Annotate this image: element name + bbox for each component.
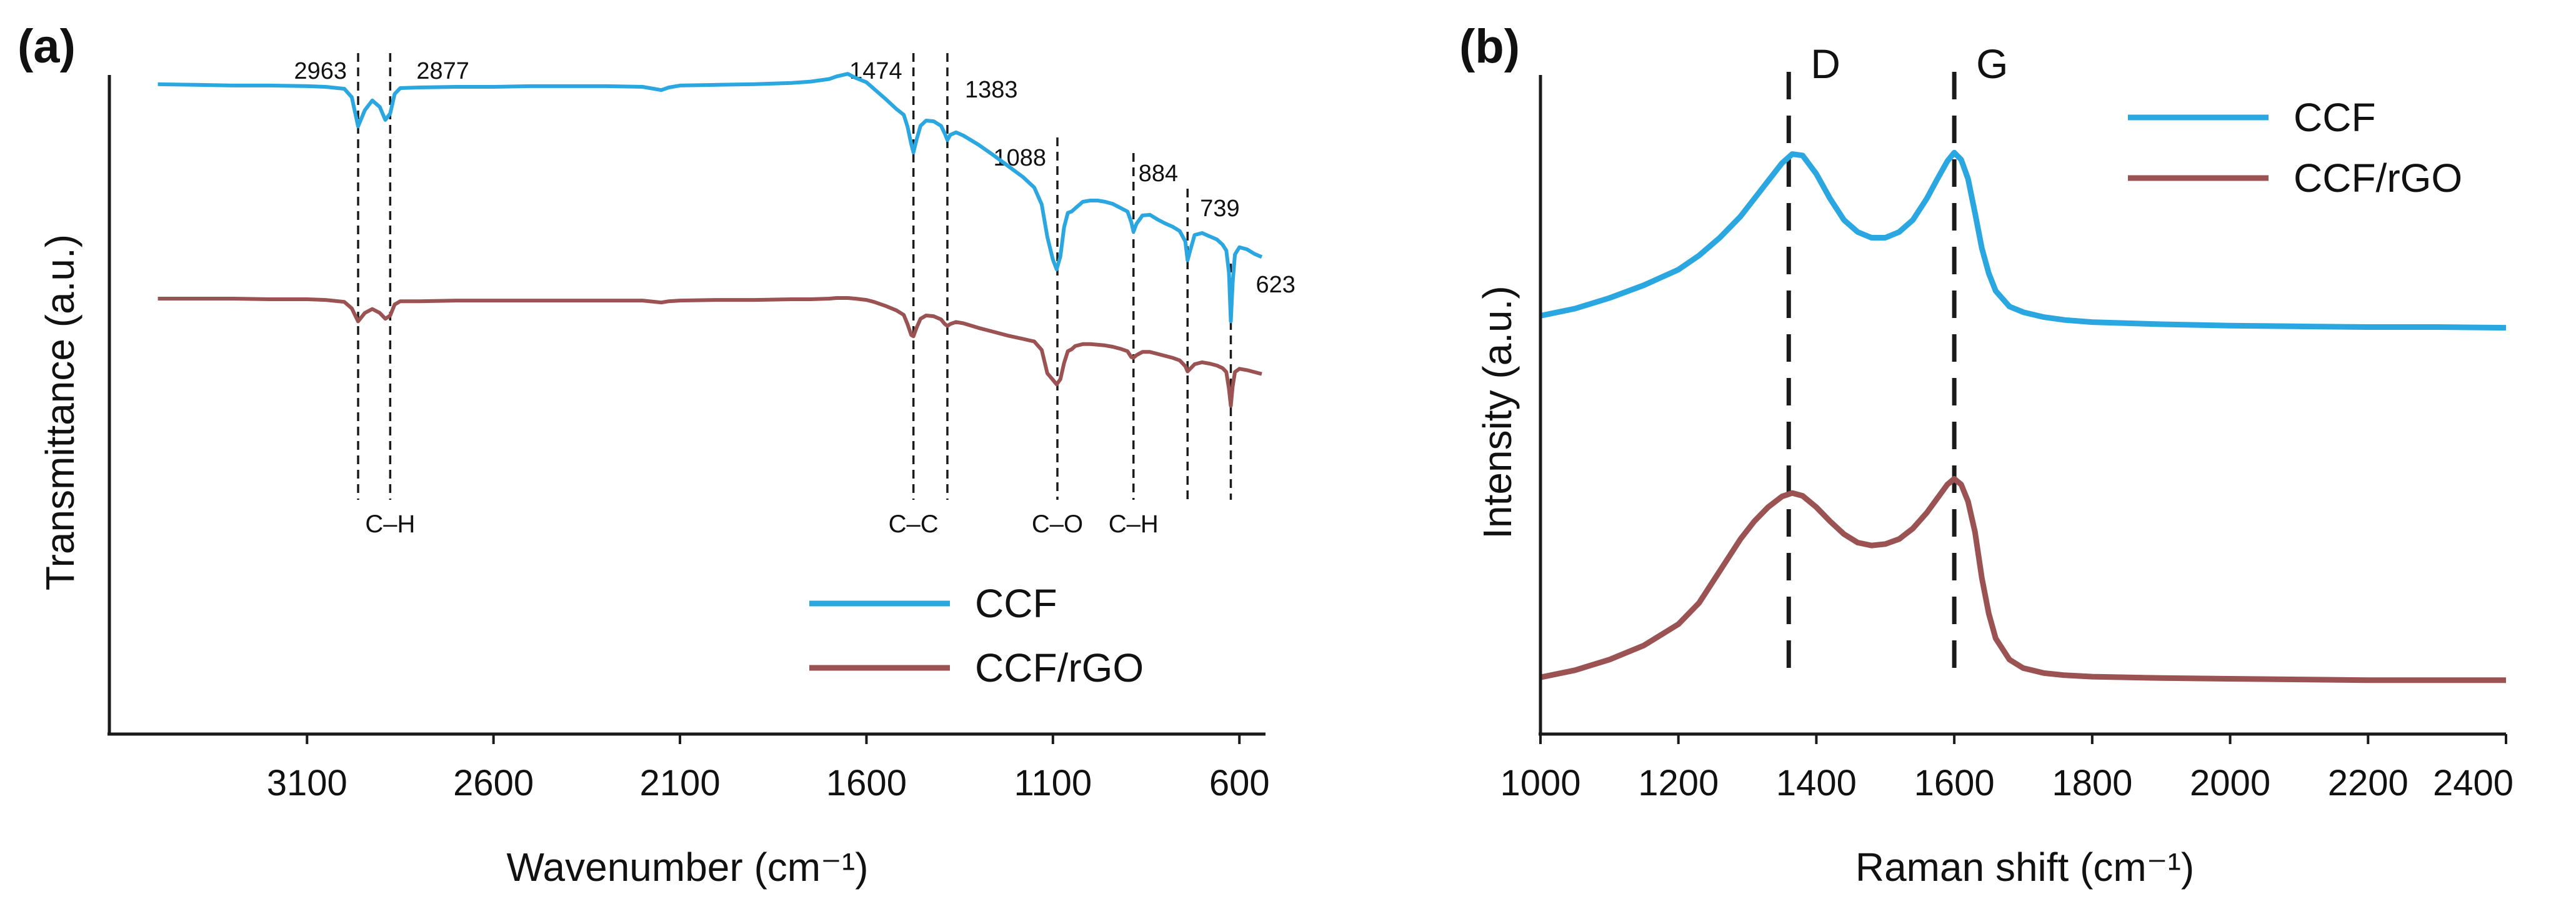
peak-label-884: 884 bbox=[1139, 161, 1178, 187]
panel-a-legend: CCF CCF/rGO bbox=[809, 581, 1144, 690]
peak-label-2963: 2963 bbox=[294, 58, 347, 84]
peak-label-623: 623 bbox=[1256, 272, 1295, 298]
peak-label-1383: 1383 bbox=[965, 77, 1018, 103]
bond-label-c-o-1088: C–O bbox=[1032, 510, 1083, 538]
peak-label-1088: 1088 bbox=[993, 145, 1046, 171]
panel-a-label: (a) bbox=[17, 20, 76, 73]
x-tick-label-2100: 2100 bbox=[640, 763, 721, 803]
legend-label-ccf: CCF bbox=[975, 581, 1057, 626]
panel-b-x-axis-label: Raman shift (cm⁻¹) bbox=[1855, 845, 2194, 890]
x-tick-label-3100: 3100 bbox=[267, 763, 347, 803]
series-line-ccf-rgo bbox=[157, 296, 1262, 408]
series-line-ccf bbox=[1540, 149, 2507, 331]
x-tick-label-1000: 1000 bbox=[1500, 763, 1580, 803]
panel-b-legend: CCF CCF/rGO bbox=[2128, 95, 2462, 201]
x-tick-label-1200: 1200 bbox=[1638, 763, 1719, 803]
x-tick-label-1600: 1600 bbox=[1914, 763, 1995, 803]
x-tick-label-1100: 1100 bbox=[1014, 763, 1092, 803]
panel-a-x-ticks: 3100 2600 2100 1600 1100 600 bbox=[267, 734, 1270, 803]
legend-label-ccf-rgo: CCF/rGO bbox=[2294, 156, 2462, 201]
bond-label-c-h-884: C–H bbox=[1109, 510, 1159, 538]
x-tick-label-1800: 1800 bbox=[2052, 763, 2132, 803]
x-tick-label-2200: 2200 bbox=[2328, 763, 2409, 803]
series-line-ccf bbox=[157, 72, 1263, 324]
panel-a-y-axis-label: Transmittance (a.u.) bbox=[37, 234, 82, 590]
x-tick-label-1600: 1600 bbox=[826, 763, 907, 803]
x-tick-label-2600: 2600 bbox=[453, 763, 534, 803]
panel-b-label: (b) bbox=[1459, 20, 1520, 73]
x-tick-label-1400: 1400 bbox=[1776, 763, 1857, 803]
bond-label-c-h-2877: C–H bbox=[365, 510, 415, 538]
bond-label-c-c-1474: C–C bbox=[889, 510, 939, 538]
panel-a-x-axis-label: Wavenumber (cm⁻¹) bbox=[506, 845, 868, 890]
legend-label-ccf: CCF bbox=[2294, 95, 2376, 140]
band-label-d: D bbox=[1810, 41, 1840, 87]
peak-label-739: 739 bbox=[1200, 196, 1239, 222]
panel-b-y-axis-label: Intensity (a.u.) bbox=[1475, 286, 1520, 539]
x-tick-label-2400: 2400 bbox=[2433, 763, 2514, 803]
legend-label-ccf-rgo: CCF/rGO bbox=[975, 645, 1144, 690]
series-line-ccf-rgo bbox=[1540, 475, 2506, 683]
panel-b-x-ticks: 1000 1200 1400 1600 1800 2000 2200 2400 bbox=[1500, 734, 2514, 803]
x-tick-label-2000: 2000 bbox=[2190, 763, 2270, 803]
x-tick-label-600: 600 bbox=[1209, 763, 1270, 803]
peak-label-2877: 2877 bbox=[416, 58, 469, 84]
band-label-g: G bbox=[1976, 41, 2008, 87]
